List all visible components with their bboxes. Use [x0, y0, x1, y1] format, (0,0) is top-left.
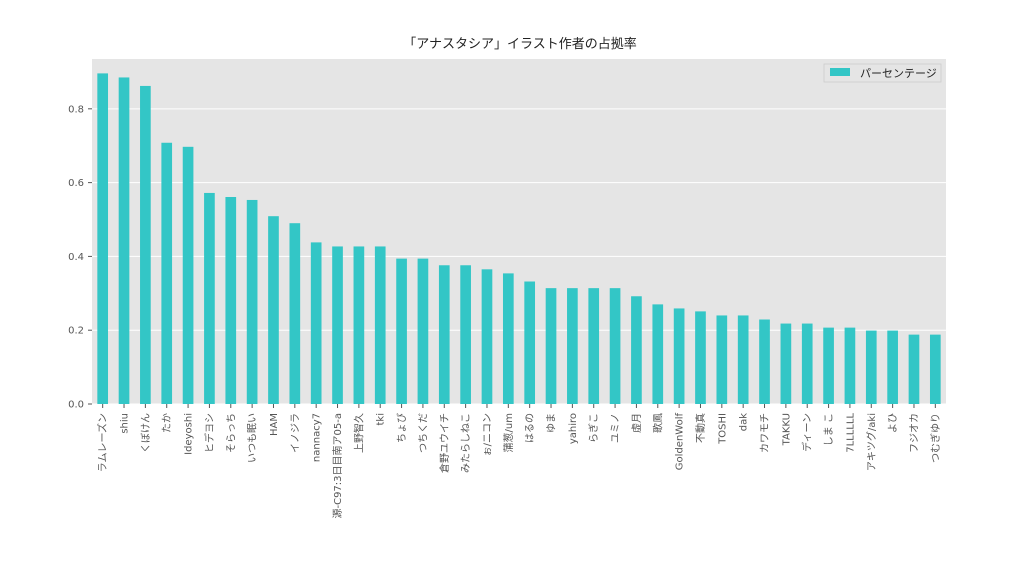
x-tick-label: らぎこ	[587, 413, 600, 443]
bar	[695, 311, 706, 404]
y-tick-label: 0.0	[68, 400, 84, 411]
x-tick-label: そらっち	[225, 413, 237, 453]
x-tick-label: カワモチ	[759, 413, 771, 453]
x-tick-label: フジオカ	[908, 413, 920, 453]
bar	[118, 77, 130, 405]
x-tick-label: はるの	[524, 413, 536, 443]
bar	[609, 288, 621, 404]
legend-label: パーセンテージ	[860, 67, 937, 80]
y-axis: 0.0 0.2 0.4 0.6 0.8	[68, 104, 92, 411]
y-tick-label: 0.6	[68, 178, 84, 189]
x-tick-label: TOSHI	[717, 413, 728, 445]
bar	[481, 269, 493, 404]
x-tick-label: アキツグ/aki	[865, 413, 878, 471]
x-tick-label: 7LLLLLL	[845, 413, 856, 453]
x-tick-label: つちくだ	[417, 413, 429, 453]
x-tick-label: shiu	[120, 413, 131, 434]
bar	[289, 223, 301, 404]
x-tick-label: しま こ	[823, 413, 835, 446]
bar	[588, 288, 600, 404]
x-tick-label: Ideyoshi	[184, 413, 195, 455]
x-tick-label: 不動真	[694, 413, 707, 443]
bar	[268, 216, 279, 404]
bar	[801, 323, 813, 404]
y-tick-label: 0.8	[68, 104, 84, 115]
chart-title: 「アナスタシア」イラスト作者の占拠率	[403, 36, 636, 52]
bar	[332, 246, 343, 404]
x-tick-label: 歌鳳	[651, 413, 664, 433]
bar	[353, 246, 365, 404]
bar	[460, 265, 471, 404]
bar	[225, 197, 237, 404]
bar	[631, 296, 642, 404]
legend-box	[823, 63, 942, 83]
bar	[438, 265, 450, 404]
bar	[524, 281, 536, 404]
x-tick-label: tki	[376, 413, 387, 426]
bar	[737, 315, 749, 404]
x-tick-label: ヒデヨシ	[203, 413, 216, 453]
bar	[140, 85, 151, 405]
bar	[759, 319, 770, 404]
bar	[887, 330, 898, 404]
bar	[567, 288, 578, 404]
x-tick-label: ディーン	[801, 413, 814, 452]
bar	[652, 304, 664, 404]
x-tick-label: みたらしねこ	[460, 413, 472, 473]
bar	[396, 258, 407, 404]
x-tick-label: nannacy7	[312, 413, 323, 462]
x-tick-label: よひ	[887, 413, 899, 433]
y-tick-label: 0.4	[68, 252, 84, 263]
x-tick-label: yahiro	[568, 413, 579, 444]
x-tick-label: ちょび	[396, 413, 408, 443]
bar	[865, 330, 877, 404]
bar	[673, 308, 685, 404]
x-tick-label: ぉ/ニコン	[482, 413, 493, 456]
x-tick-label: 倉野ユウイチ	[438, 413, 451, 473]
x-tick-label: ラムレーズン	[96, 413, 109, 472]
bar	[246, 199, 258, 404]
x-axis: ラムレーズン shiu くぼけん たか Ideyoshi ヒデヨシ そらっち いつも眠い HAM…	[96, 404, 942, 519]
legend-swatch	[830, 68, 850, 76]
x-tick-label: dak	[739, 413, 750, 431]
x-tick-label: 上野智久	[352, 413, 365, 453]
bars	[97, 73, 941, 405]
bar	[417, 258, 429, 404]
x-tick-label: GoldenWolf	[675, 413, 686, 471]
bar	[502, 273, 514, 404]
x-tick-label: イノジラ	[289, 413, 301, 453]
bar	[844, 327, 856, 404]
bar	[908, 334, 920, 404]
x-tick-label: ユミノ	[611, 413, 622, 443]
bar	[204, 192, 215, 404]
x-tick-label: 源-C97:3日目南ア05-a	[331, 413, 344, 519]
bar	[716, 315, 728, 404]
x-tick-label: たか	[161, 413, 173, 433]
x-tick-label: 虚月	[631, 413, 643, 433]
x-tick-label: ゆま	[546, 413, 558, 433]
bar	[545, 288, 557, 404]
x-tick-label: つむぎゆり	[929, 413, 942, 463]
bar	[310, 242, 322, 404]
bar	[823, 327, 834, 404]
bar	[182, 146, 194, 404]
bar	[374, 246, 386, 404]
legend: パーセンテージ	[823, 63, 942, 83]
x-tick-label: いつも眠い	[247, 413, 259, 463]
bar	[929, 334, 941, 404]
y-tick-label: 0.2	[68, 326, 84, 337]
x-tick-label: 蒲葱/um	[502, 413, 515, 452]
x-tick-label: くぼけん	[140, 413, 152, 453]
x-tick-label: TAKKU	[781, 413, 792, 446]
bar	[780, 323, 792, 404]
x-tick-label: HAM	[269, 413, 280, 436]
bar	[97, 73, 109, 404]
bar	[161, 142, 173, 405]
plot-area	[92, 59, 946, 404]
